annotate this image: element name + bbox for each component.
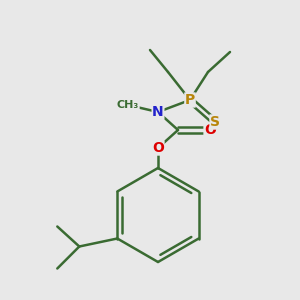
Text: O: O bbox=[152, 141, 164, 155]
Text: N: N bbox=[152, 105, 164, 119]
Text: S: S bbox=[210, 115, 220, 129]
Text: CH₃: CH₃ bbox=[117, 100, 139, 110]
Text: P: P bbox=[185, 93, 195, 107]
Text: O: O bbox=[204, 123, 216, 137]
